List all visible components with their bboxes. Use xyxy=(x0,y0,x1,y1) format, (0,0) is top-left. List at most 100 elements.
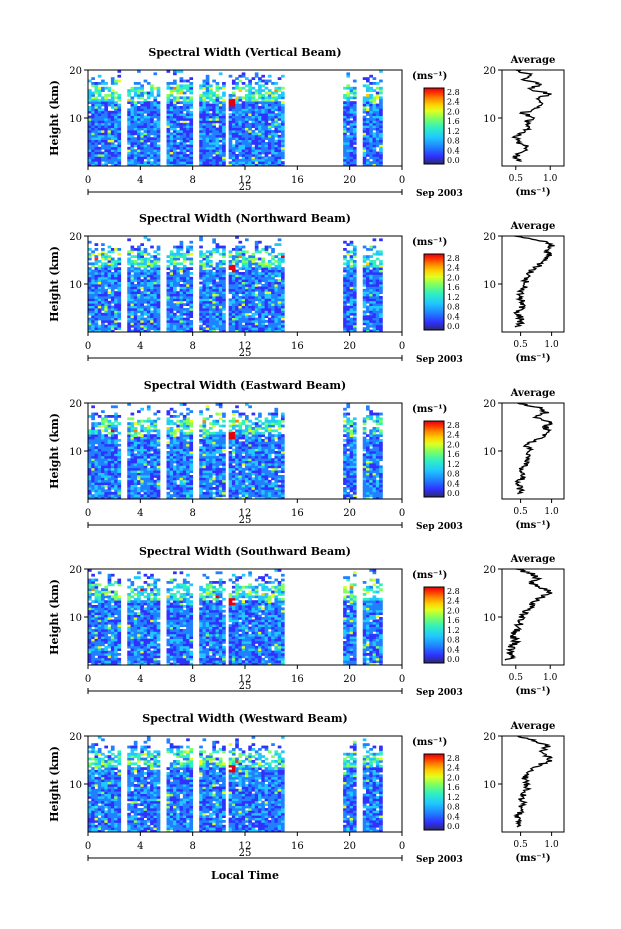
heatmap-cell xyxy=(134,89,138,92)
heatmap-cell xyxy=(206,286,210,289)
heatmap-cell xyxy=(101,463,105,466)
heatmap-cell xyxy=(167,147,171,150)
heatmap-cell xyxy=(376,289,380,292)
heatmap-cell xyxy=(153,308,157,311)
heatmap-cell xyxy=(180,262,184,265)
heatmap-cell xyxy=(95,422,99,425)
heatmap-cell xyxy=(157,272,161,275)
heatmap-cell xyxy=(108,144,112,147)
heatmap-cell xyxy=(222,147,226,150)
heatmap-cell xyxy=(238,106,242,109)
heatmap-cell xyxy=(150,489,154,492)
heatmap-cell xyxy=(222,140,226,143)
heatmap-cell xyxy=(245,125,249,128)
heatmap-cell xyxy=(157,320,161,323)
heatmap-cell xyxy=(281,310,285,313)
heatmap-cell xyxy=(150,154,154,157)
heatmap-cell xyxy=(134,313,138,316)
heatmap-cell xyxy=(343,130,347,133)
heatmap-cell xyxy=(176,306,180,309)
heatmap-cell xyxy=(350,111,354,114)
heatmap-cell xyxy=(229,99,233,102)
heatmap-cell xyxy=(229,260,233,263)
heatmap-cell xyxy=(261,279,265,282)
heatmap-cell xyxy=(183,434,187,437)
heatmap-cell xyxy=(180,463,184,466)
heatmap-cell xyxy=(140,425,144,428)
heatmap-cell xyxy=(274,315,278,318)
heatmap-cell xyxy=(157,294,161,297)
heatmap-cell xyxy=(111,465,115,468)
heatmap-cell xyxy=(248,135,252,138)
heatmap-cell xyxy=(117,453,121,456)
heatmap-cell xyxy=(144,420,148,423)
heatmap-cell xyxy=(170,113,174,116)
heatmap-cell xyxy=(232,106,236,109)
heatmap-cell xyxy=(176,152,180,155)
heatmap-cell xyxy=(167,306,171,309)
heatmap-cell xyxy=(157,315,161,318)
heatmap-cell xyxy=(199,250,203,253)
heatmap-cell xyxy=(104,320,108,323)
heatmap-cell xyxy=(88,461,92,464)
heatmap-cell xyxy=(363,144,367,147)
heatmap-cell xyxy=(379,286,383,289)
heatmap-cell xyxy=(278,238,282,241)
heatmap-cell xyxy=(153,487,157,490)
heatmap-cell xyxy=(252,156,256,159)
heatmap-cell xyxy=(91,286,95,289)
heatmap-cell xyxy=(91,434,95,437)
heatmap-cell xyxy=(232,325,236,328)
heatmap-cell xyxy=(98,106,102,109)
heatmap-cell xyxy=(176,492,180,495)
heatmap-cell xyxy=(206,123,210,126)
heatmap-cell xyxy=(274,108,278,111)
heatmap-cell xyxy=(281,272,285,275)
heatmap-cell xyxy=(137,152,141,155)
heatmap-cell xyxy=(180,456,184,459)
heatmap-cell xyxy=(235,260,239,263)
heatmap-cell xyxy=(366,154,370,157)
heatmap-cell xyxy=(157,125,161,128)
heatmap-cell xyxy=(127,422,131,425)
heatmap-cell xyxy=(255,298,259,301)
heatmap-cell xyxy=(183,320,187,323)
heatmap-cell xyxy=(186,298,190,301)
heatmap-cell xyxy=(91,272,95,275)
heatmap-cell xyxy=(111,492,115,495)
heatmap-cell xyxy=(209,255,213,258)
heatmap-cell xyxy=(111,89,115,92)
heatmap-cell xyxy=(114,327,118,330)
heatmap-cell xyxy=(140,480,144,483)
heatmap-cell xyxy=(140,106,144,109)
heatmap-cell xyxy=(186,425,190,428)
heatmap-cell xyxy=(229,161,233,164)
heatmap-cell xyxy=(373,279,377,282)
heatmap-cell xyxy=(111,142,115,145)
heatmap-cell xyxy=(180,108,184,111)
heatmap-cell xyxy=(114,413,118,416)
heatmap-cell xyxy=(137,258,141,261)
heatmap-cell xyxy=(209,144,213,147)
heatmap-cell xyxy=(229,123,233,126)
heatmap-cell xyxy=(376,128,380,131)
heatmap-cell xyxy=(134,267,138,270)
panel-title: Spectral Width (Northward Beam) xyxy=(139,212,351,225)
heatmap-cell xyxy=(202,289,206,292)
heatmap-cell xyxy=(219,147,223,150)
heatmap-cell xyxy=(88,415,92,418)
heatmap-cell xyxy=(252,161,256,164)
heatmap-cell xyxy=(219,279,223,282)
heatmap-cell xyxy=(91,149,95,152)
heatmap-cell xyxy=(180,246,184,249)
heatmap-cell xyxy=(117,120,121,123)
heatmap-cell xyxy=(144,306,148,309)
heatmap-cell xyxy=(91,277,95,280)
heatmap-cell xyxy=(98,125,102,128)
heatmap-cell xyxy=(373,313,377,316)
heatmap-cell xyxy=(147,487,151,490)
heatmap-cell xyxy=(91,453,95,456)
heatmap-cell xyxy=(369,82,373,85)
heatmap-cell xyxy=(101,439,105,442)
heatmap-cell xyxy=(363,156,367,159)
